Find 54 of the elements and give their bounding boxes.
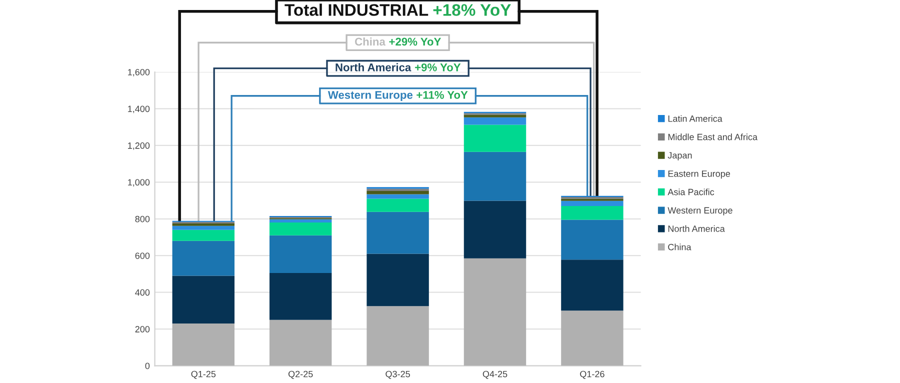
- bar: [172, 240, 235, 276]
- x-tick-label: Q3-25: [386, 370, 410, 379]
- bar: [366, 212, 429, 254]
- bar: [561, 220, 624, 260]
- bar: [464, 200, 526, 258]
- bar: [172, 324, 235, 366]
- bar: [269, 219, 332, 223]
- y-tick-label: 1,600: [128, 68, 150, 76]
- bar: [561, 310, 624, 366]
- x-tick-label: Q2-25: [288, 370, 313, 379]
- bar: [464, 152, 526, 201]
- x-tick-label: Q1-26: [580, 370, 604, 379]
- y-tick-label: 600: [135, 252, 150, 259]
- bar: [172, 223, 235, 226]
- annotation: China +29% YoY: [355, 37, 441, 46]
- y-tick-label: 400: [135, 289, 150, 296]
- legend-label: China: [668, 244, 692, 250]
- bar: [366, 306, 429, 366]
- x-tick-label: Q4-25: [482, 370, 508, 379]
- y-tick-label: 800: [135, 216, 150, 222]
- legend-label: Eastern Europe: [668, 170, 730, 179]
- bar: [366, 254, 429, 306]
- bar: [269, 273, 332, 320]
- annotation: Western Europe +11% YoY: [328, 91, 468, 102]
- annotation: Total INDUSTRIAL +18% YoY: [284, 4, 511, 16]
- bar: [464, 258, 526, 366]
- bar: [172, 276, 235, 324]
- legend-label: North America: [668, 225, 725, 232]
- bar: [561, 260, 624, 311]
- y-tick-label: 1,000: [128, 179, 150, 187]
- bar: [464, 114, 526, 118]
- legend-label: Asia Pacific: [668, 188, 714, 196]
- y-tick-label: 200: [135, 326, 150, 332]
- legend-label: Japan: [668, 152, 692, 160]
- bar: [366, 198, 429, 212]
- legend-label: Middle East and Africa: [668, 134, 758, 140]
- bar: [269, 320, 332, 366]
- bar: [561, 206, 624, 220]
- legend-label: Latin America: [668, 115, 722, 122]
- y-tick-label: 0: [145, 362, 150, 370]
- y-tick-label: 1,400: [128, 106, 150, 114]
- bar: [366, 194, 429, 199]
- y-tick-label: 1,200: [128, 142, 150, 150]
- annotation: North America +9% YoY: [336, 63, 461, 72]
- bar: [172, 226, 235, 230]
- bar: [464, 117, 526, 125]
- bar: [172, 230, 235, 241]
- bar: [269, 235, 332, 274]
- bar: [561, 200, 624, 206]
- bar: [269, 222, 332, 236]
- x-tick-label: Q1-25: [191, 370, 216, 379]
- bar: [464, 124, 526, 152]
- legend-label: Western Europe: [668, 207, 732, 216]
- bar: [366, 190, 429, 194]
